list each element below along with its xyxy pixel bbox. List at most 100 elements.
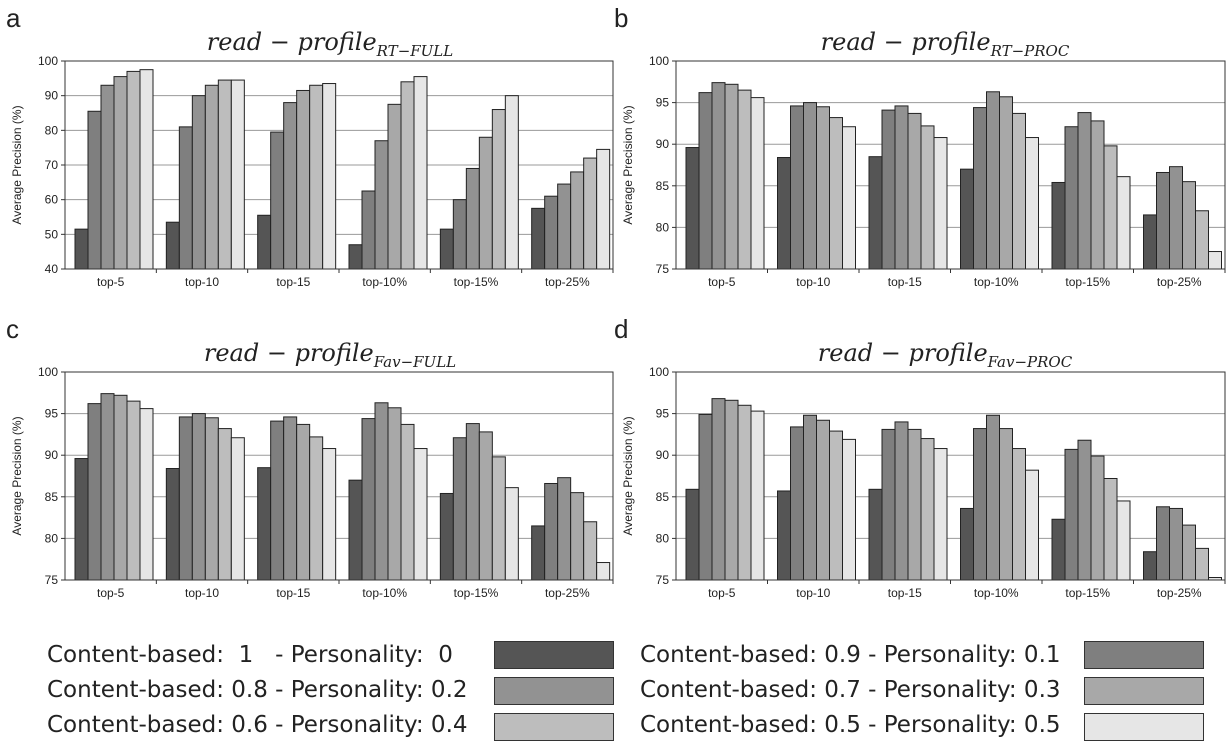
x-tick-label: top-5	[97, 275, 125, 289]
bar	[1143, 214, 1157, 270]
bar	[737, 404, 752, 581]
bar	[439, 228, 454, 270]
bar	[309, 436, 324, 581]
y-tick-label: 95	[656, 96, 670, 110]
bar	[1012, 448, 1026, 581]
bar	[1169, 507, 1183, 581]
y-tick-label: 100	[649, 54, 669, 68]
bar	[1208, 251, 1222, 270]
bar	[348, 479, 363, 581]
bar	[685, 488, 700, 581]
y-axis-label: Average Precision (%)	[10, 105, 24, 224]
bar	[803, 102, 817, 270]
bar	[217, 428, 232, 581]
panel-letter: b	[614, 3, 628, 33]
bar	[87, 403, 102, 581]
bar	[724, 399, 739, 581]
bar	[270, 131, 285, 270]
bar	[309, 84, 324, 270]
bar	[387, 407, 402, 581]
y-tick-label: 75	[45, 573, 59, 587]
bar	[165, 221, 180, 270]
bar	[452, 199, 467, 270]
bar	[400, 81, 415, 270]
bar	[1077, 112, 1092, 270]
bar	[596, 562, 611, 581]
x-tick-label: top-10	[796, 586, 830, 600]
bar	[570, 171, 585, 270]
bar	[87, 110, 102, 270]
bar	[296, 89, 311, 270]
bar	[1025, 137, 1039, 270]
bar	[1090, 120, 1105, 270]
bar	[1182, 524, 1196, 581]
bar	[400, 423, 415, 581]
panel-letter: c	[6, 314, 19, 344]
x-tick-label: top-25%	[1157, 586, 1202, 600]
y-tick-label: 60	[45, 193, 59, 207]
bar	[596, 148, 611, 270]
bar	[881, 109, 896, 270]
x-tick-label: top-15%	[1065, 586, 1110, 600]
bar	[570, 492, 585, 581]
bar	[165, 468, 180, 581]
bar	[1077, 439, 1092, 581]
y-tick-label: 75	[656, 573, 670, 587]
bar	[257, 214, 272, 270]
bar	[531, 207, 546, 270]
bar	[531, 525, 546, 581]
chart-title: read − profileFav−FULL	[204, 339, 456, 371]
chart-title: read − profileRT−PROC	[821, 28, 1070, 60]
chart-title-base: read − profile	[821, 28, 991, 56]
x-tick-label: top-10%	[362, 275, 407, 289]
bar	[191, 413, 206, 581]
bar	[217, 79, 232, 270]
bar	[491, 456, 506, 581]
y-tick-label: 50	[45, 227, 59, 241]
bar	[1156, 171, 1170, 270]
bar	[711, 398, 726, 581]
bar	[465, 167, 480, 270]
bar	[986, 91, 1000, 270]
bar	[711, 82, 726, 270]
chart-title-base: read − profile	[818, 339, 988, 367]
x-tick-label: top-10%	[974, 586, 1019, 600]
y-tick-label: 80	[45, 531, 59, 545]
x-tick-label: top-10	[185, 275, 219, 289]
bar	[1156, 506, 1170, 581]
y-tick-label: 85	[656, 179, 670, 193]
bar	[113, 76, 128, 270]
plot-frame	[64, 60, 614, 270]
x-tick-label: top-25%	[545, 275, 590, 289]
bar	[557, 477, 572, 581]
bar	[361, 418, 376, 581]
bar	[973, 107, 987, 270]
bar	[868, 488, 883, 581]
x-tick-label: top-15	[276, 275, 310, 289]
y-tick-label: 80	[656, 220, 670, 234]
bar	[920, 438, 935, 581]
bar	[1025, 469, 1039, 581]
bar	[478, 136, 493, 270]
bar	[178, 416, 193, 581]
y-tick-label: 100	[38, 54, 58, 68]
bar	[816, 106, 830, 270]
bar	[204, 84, 219, 270]
bar	[1143, 551, 1157, 581]
bar	[322, 448, 337, 581]
x-tick-label: top-5	[708, 586, 736, 600]
bar	[790, 105, 804, 270]
bar	[698, 413, 713, 581]
bar	[907, 428, 922, 581]
x-tick-label: top-15%	[454, 586, 499, 600]
y-axis-label: Average Precision (%)	[10, 416, 24, 535]
bar	[465, 423, 480, 581]
y-tick-label: 80	[656, 531, 670, 545]
chart-title-subscript: RT−PROC	[990, 42, 1070, 60]
bar	[178, 126, 193, 270]
plot-frame	[64, 371, 614, 581]
bar	[491, 109, 506, 270]
bar	[374, 140, 389, 270]
bar	[1103, 477, 1118, 581]
